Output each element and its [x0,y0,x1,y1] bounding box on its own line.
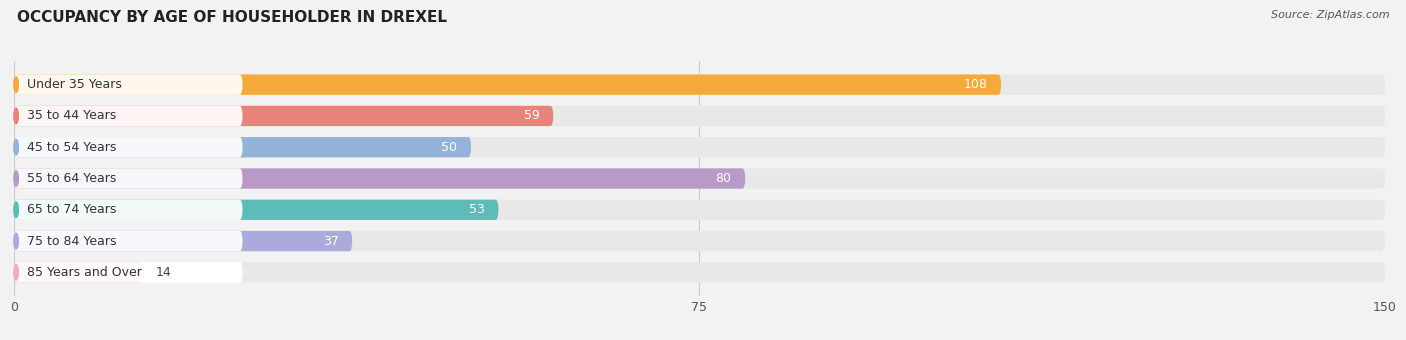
FancyBboxPatch shape [14,74,1001,95]
FancyBboxPatch shape [14,231,243,251]
Text: 59: 59 [523,109,540,122]
FancyBboxPatch shape [14,168,745,189]
FancyBboxPatch shape [14,168,243,189]
Circle shape [14,171,18,186]
FancyBboxPatch shape [14,74,1385,95]
FancyBboxPatch shape [14,231,353,251]
Text: 55 to 64 Years: 55 to 64 Years [27,172,117,185]
Text: 45 to 54 Years: 45 to 54 Years [27,141,117,154]
Text: Under 35 Years: Under 35 Years [27,78,122,91]
Text: 50: 50 [441,141,457,154]
FancyBboxPatch shape [14,200,1385,220]
FancyBboxPatch shape [14,262,1385,283]
Text: OCCUPANCY BY AGE OF HOUSEHOLDER IN DREXEL: OCCUPANCY BY AGE OF HOUSEHOLDER IN DREXE… [17,10,447,25]
FancyBboxPatch shape [14,200,243,220]
FancyBboxPatch shape [14,262,243,283]
FancyBboxPatch shape [14,74,243,95]
Text: 14: 14 [156,266,172,279]
FancyBboxPatch shape [14,262,142,283]
FancyBboxPatch shape [14,262,243,283]
Text: 80: 80 [716,172,731,185]
Text: 53: 53 [468,203,485,216]
FancyBboxPatch shape [14,106,1385,126]
Text: 35 to 44 Years: 35 to 44 Years [27,109,117,122]
FancyBboxPatch shape [14,231,243,251]
Text: 108: 108 [963,78,987,91]
FancyBboxPatch shape [14,137,243,157]
Circle shape [14,233,18,249]
FancyBboxPatch shape [14,106,243,126]
Circle shape [14,265,18,280]
FancyBboxPatch shape [14,168,1385,189]
Text: 37: 37 [322,235,339,248]
FancyBboxPatch shape [14,106,243,126]
FancyBboxPatch shape [14,137,243,157]
FancyBboxPatch shape [14,200,243,220]
Circle shape [14,139,18,155]
FancyBboxPatch shape [14,74,243,95]
FancyBboxPatch shape [14,106,554,126]
Text: Source: ZipAtlas.com: Source: ZipAtlas.com [1271,10,1389,20]
FancyBboxPatch shape [14,168,243,189]
Circle shape [14,202,18,218]
Circle shape [14,108,18,124]
FancyBboxPatch shape [14,200,499,220]
Text: 65 to 74 Years: 65 to 74 Years [27,203,117,216]
Text: 75 to 84 Years: 75 to 84 Years [27,235,117,248]
Circle shape [14,77,18,92]
FancyBboxPatch shape [14,137,1385,157]
FancyBboxPatch shape [14,137,471,157]
Text: 85 Years and Over: 85 Years and Over [27,266,142,279]
FancyBboxPatch shape [14,231,1385,251]
